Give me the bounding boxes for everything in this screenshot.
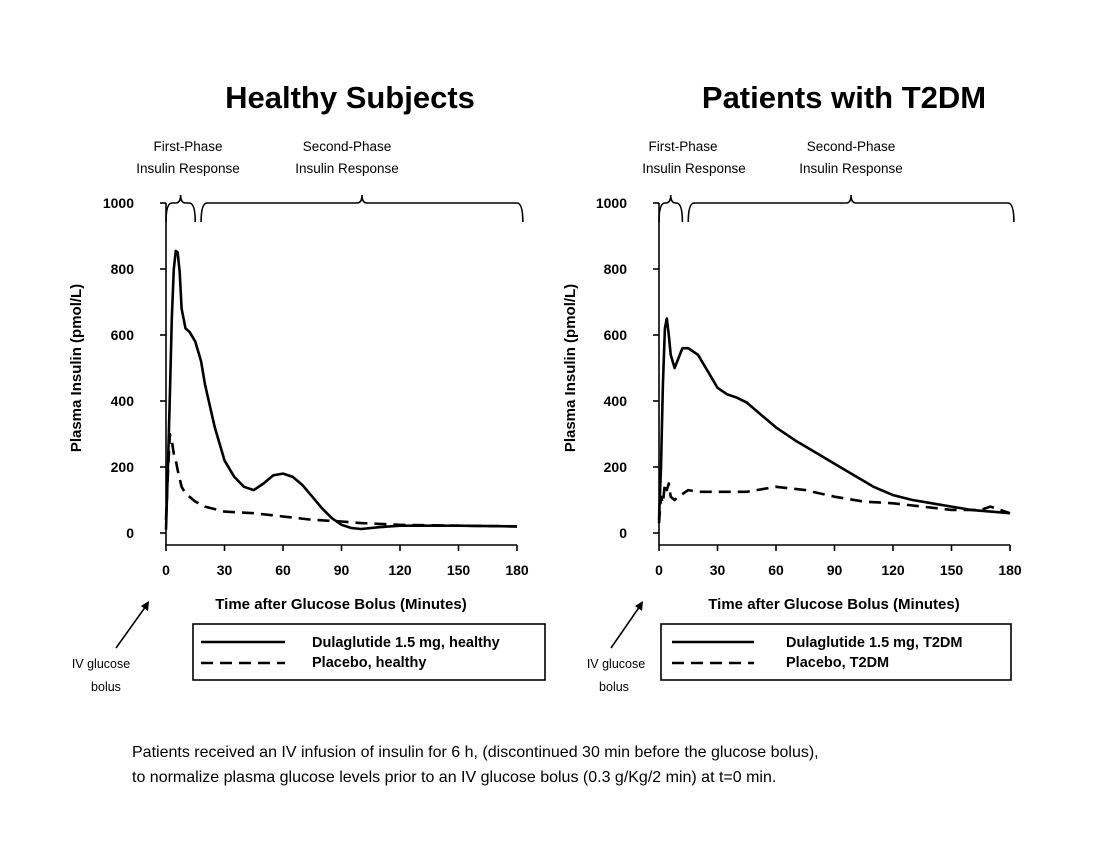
x-tick-label: 120: [881, 562, 905, 578]
y-tick-label: 0: [619, 525, 627, 541]
x-tick-label: 90: [334, 562, 350, 578]
x-axis-label: Time after Glucose Bolus (Minutes): [708, 596, 959, 613]
x-tick-label: 120: [388, 562, 412, 578]
y-tick-label: 800: [111, 261, 135, 277]
bolus-arrow: [610, 601, 643, 649]
series-line-placebo: [657, 482, 1011, 524]
legend-entry-dulaglutide: Dulaglutide 1.5 mg, healthy: [312, 635, 500, 651]
bolus-annotation-line1: IV glucose: [587, 657, 645, 671]
first-phase-label-line1: First-Phase: [153, 139, 222, 154]
plot-area: 0 200 400 600 800 1000 0 30 60 90 120 150 180: [596, 195, 1022, 578]
panel-patients-t2dm: Patients with T2DM First-Phase Insulin R…: [562, 80, 1022, 694]
bolus-arrow: [115, 601, 149, 649]
bolus-annotation-line2: bolus: [91, 680, 121, 694]
y-axis-label: Plasma Insulin (pmol/L): [68, 284, 85, 452]
phase-braces: [658, 194, 1015, 223]
footnote: Patients received an IV infusion of insu…: [132, 740, 1092, 790]
phase-braces: [165, 194, 524, 223]
second-phase-label-line1: Second-Phase: [303, 139, 392, 154]
panel-title: Healthy Subjects: [225, 80, 475, 115]
footnote-line1: Patients received an IV infusion of insu…: [132, 744, 819, 761]
x-tick-label: 90: [827, 562, 843, 578]
x-tick-label: 30: [217, 562, 233, 578]
bolus-annotation-line1: IV glucose: [72, 657, 130, 671]
plot-area: 0 200 400 600 800 1000 0 30 60 90 120 150 180: [103, 195, 529, 578]
second-phase-brace: [687, 194, 1015, 223]
second-phase-brace: [200, 194, 524, 223]
y-tick-label: 1000: [596, 195, 627, 211]
x-tick-label: 0: [162, 562, 170, 578]
x-tick-label: 60: [275, 562, 291, 578]
series-line-placebo: [164, 432, 518, 528]
y-axis-label: Plasma Insulin (pmol/L): [562, 284, 579, 452]
x-tick-label: 180: [505, 562, 529, 578]
x-tick-label: 150: [447, 562, 471, 578]
y-tick-label: 600: [604, 327, 628, 343]
y-tick-label: 200: [604, 459, 628, 475]
legend-box: [660, 623, 1012, 681]
panel-healthy-subjects: Healthy Subjects First-Phase Insulin Res…: [68, 80, 546, 694]
x-tick-label: 150: [940, 562, 964, 578]
legend-box: [192, 623, 546, 681]
y-tick-label: 1000: [103, 195, 134, 211]
y-tick-label: 400: [604, 393, 628, 409]
y-tick-label: 0: [126, 525, 134, 541]
series-line-dulaglutide: [164, 249, 518, 531]
x-tick-label: 30: [710, 562, 726, 578]
x-tick-label: 0: [655, 562, 663, 578]
legend: Dulaglutide 1.5 mg, healthy Placebo, hea…: [192, 623, 546, 681]
y-tick-label: 200: [111, 459, 135, 475]
y-tick-label: 600: [111, 327, 135, 343]
x-tick-label: 60: [768, 562, 784, 578]
x-axis-label: Time after Glucose Bolus (Minutes): [215, 596, 466, 613]
second-phase-label-line2: Insulin Response: [799, 161, 903, 176]
x-tick-label: 180: [998, 562, 1022, 578]
panel-title: Patients with T2DM: [702, 80, 986, 115]
first-phase-label-line2: Insulin Response: [642, 161, 746, 176]
legend-entry-placebo: Placebo, healthy: [312, 655, 426, 671]
first-phase-brace: [658, 194, 684, 223]
series-line-dulaglutide: [657, 317, 1011, 520]
legend-entry-dulaglutide: Dulaglutide 1.5 mg, T2DM: [786, 635, 962, 651]
legend: Dulaglutide 1.5 mg, T2DM Placebo, T2DM: [660, 623, 1012, 681]
y-tick-label: 400: [111, 393, 135, 409]
bolus-annotation-line2: bolus: [599, 680, 629, 694]
second-phase-label-line2: Insulin Response: [295, 161, 399, 176]
second-phase-label-line1: Second-Phase: [807, 139, 896, 154]
legend-entry-placebo: Placebo, T2DM: [786, 655, 889, 671]
first-phase-brace: [165, 194, 197, 223]
first-phase-label-line1: First-Phase: [648, 139, 717, 154]
footnote-line2: to normalize plasma glucose levels prior…: [132, 769, 777, 786]
y-tick-label: 800: [604, 261, 628, 277]
first-phase-label-line2: Insulin Response: [136, 161, 240, 176]
